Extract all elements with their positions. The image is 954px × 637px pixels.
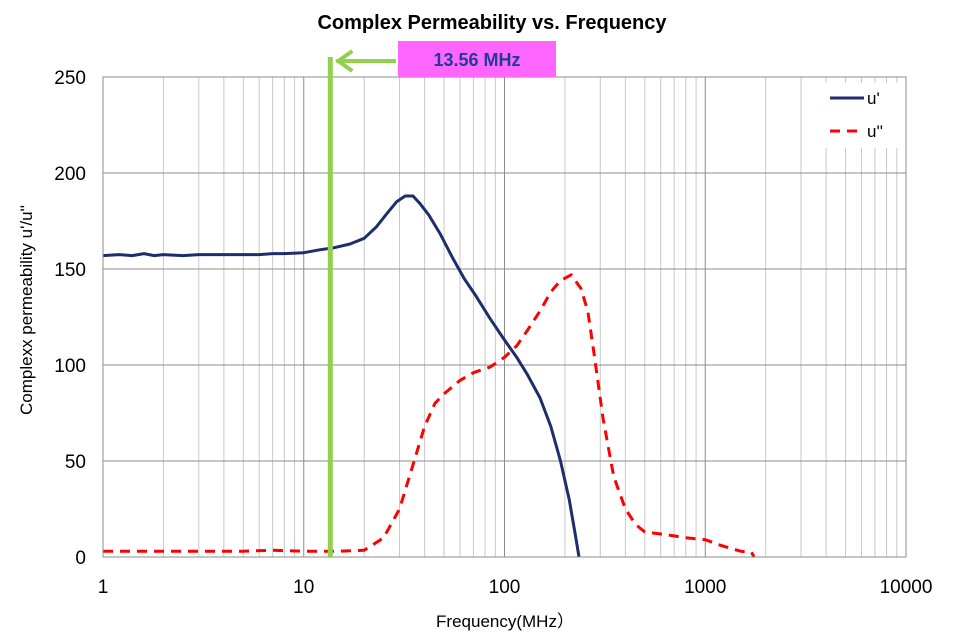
x-tick-labels: 1 10 100 1000 10000 bbox=[98, 577, 933, 598]
y-tick-label: 0 bbox=[75, 548, 86, 569]
x-tick-label: 10 bbox=[293, 577, 314, 598]
y-tick-label: 200 bbox=[54, 164, 86, 185]
x-tick-label: 100 bbox=[489, 577, 521, 598]
y-axis-title: Complexx permeability u'/u'' bbox=[17, 205, 36, 415]
y-tick-label: 150 bbox=[54, 260, 86, 281]
y-tick-label: 100 bbox=[54, 356, 86, 377]
series-line-1 bbox=[103, 273, 756, 558]
x-tick-label: 10000 bbox=[880, 577, 933, 598]
marker-label: 13.56 MHz bbox=[433, 50, 520, 70]
y-tick-label: 50 bbox=[65, 452, 86, 473]
y-tick-labels: 0 50 100 150 200 250 bbox=[54, 68, 86, 569]
series-layer bbox=[102, 194, 756, 558]
legend-label-u-prime: u' bbox=[867, 89, 880, 108]
frequency-marker: 13.56 MHz bbox=[327, 41, 556, 557]
x-tick-label: 1 bbox=[98, 577, 109, 598]
legend: u' u'' bbox=[806, 83, 901, 148]
y-tick-label: 250 bbox=[54, 68, 86, 89]
x-tick-label: 1000 bbox=[684, 577, 726, 598]
grid bbox=[103, 76, 906, 558]
chart-title: Complex Permeability vs. Frequency bbox=[317, 12, 667, 34]
series-line-0 bbox=[102, 194, 581, 558]
arrow-icon bbox=[334, 49, 354, 73]
legend-background bbox=[806, 83, 901, 148]
marker-label-box bbox=[398, 41, 556, 77]
x-axis-title: Frequency(MHz） bbox=[436, 612, 574, 631]
legend-label-u-double-prime: u'' bbox=[867, 122, 883, 141]
